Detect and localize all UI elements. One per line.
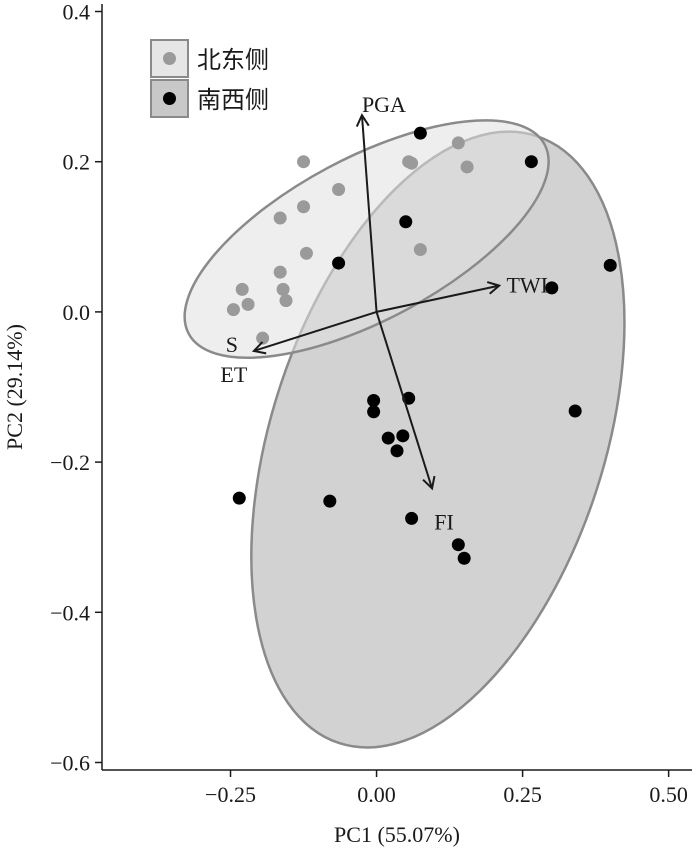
x-tick-label: 0.50 bbox=[649, 782, 688, 807]
point-southwest bbox=[545, 281, 559, 295]
confidence-ellipses bbox=[183, 119, 626, 749]
x-tick-label: 0.25 bbox=[503, 782, 542, 807]
y-tick-label: 0.2 bbox=[63, 150, 91, 175]
point-northeast bbox=[460, 160, 474, 174]
legend-marker bbox=[163, 52, 176, 65]
point-southwest bbox=[405, 511, 419, 525]
x-tick-label: −0.25 bbox=[205, 782, 256, 807]
y-tick-label: −0.6 bbox=[50, 750, 90, 775]
y-tick-label: −0.2 bbox=[50, 450, 90, 475]
point-northeast bbox=[299, 246, 313, 260]
point-northeast bbox=[297, 200, 311, 214]
point-southwest bbox=[390, 444, 404, 458]
point-southwest bbox=[332, 256, 346, 270]
point-southwest bbox=[413, 126, 427, 140]
point-southwest bbox=[396, 429, 410, 443]
ellipse-northeast bbox=[183, 119, 550, 359]
point-southwest bbox=[381, 431, 395, 445]
loading-arrow bbox=[375, 311, 432, 488]
axes: −0.25 0.00 0.25 0.50 0.4 0.2 0.0 −0.2 −0.4 −0.6 bbox=[50, 0, 692, 807]
loading-label-et: ET bbox=[220, 362, 247, 387]
legend-label: 南西侧 bbox=[197, 86, 269, 114]
point-northeast bbox=[273, 265, 287, 279]
point-southwest bbox=[232, 491, 246, 505]
y-tick-label: 0.4 bbox=[63, 0, 91, 25]
y-tick-label: −0.4 bbox=[50, 600, 90, 625]
legend-label: 北东侧 bbox=[197, 46, 269, 74]
point-northeast bbox=[256, 331, 270, 345]
loading-label-fi: FI bbox=[434, 509, 454, 534]
scatter-points bbox=[226, 126, 617, 565]
point-southwest bbox=[457, 551, 471, 565]
point-southwest bbox=[568, 404, 582, 418]
y-tick-label: 0.0 bbox=[63, 300, 91, 325]
point-northeast bbox=[235, 282, 249, 296]
loading-arrows: PGA TWI S ET FI bbox=[220, 92, 548, 534]
point-southwest bbox=[524, 155, 538, 169]
point-northeast bbox=[451, 136, 465, 150]
point-northeast bbox=[279, 294, 293, 308]
point-northeast bbox=[405, 156, 419, 170]
point-northeast bbox=[241, 297, 255, 311]
x-tick-label: 0.00 bbox=[357, 782, 396, 807]
point-southwest bbox=[451, 538, 465, 552]
loading-label-pga: PGA bbox=[362, 92, 406, 117]
point-northeast bbox=[297, 155, 311, 169]
point-northeast bbox=[413, 243, 427, 257]
loading-arrow bbox=[376, 286, 500, 313]
point-southwest bbox=[323, 494, 337, 508]
loading-label-twi: TWI bbox=[506, 273, 548, 298]
point-northeast bbox=[276, 282, 290, 296]
x-axis-title: PC1 (55.07%) bbox=[334, 822, 460, 847]
legend-marker bbox=[163, 92, 176, 105]
loading-arrow bbox=[362, 115, 378, 312]
point-southwest bbox=[399, 215, 413, 229]
point-northeast bbox=[226, 303, 240, 317]
point-northeast bbox=[332, 182, 346, 196]
y-axis-title: PC2 (29.14%) bbox=[2, 324, 27, 450]
point-northeast bbox=[273, 211, 287, 225]
loading-label-s: S bbox=[226, 332, 238, 357]
point-southwest bbox=[367, 394, 381, 408]
point-southwest bbox=[603, 258, 617, 272]
loading-arrow bbox=[254, 310, 377, 351]
point-southwest bbox=[367, 405, 381, 419]
